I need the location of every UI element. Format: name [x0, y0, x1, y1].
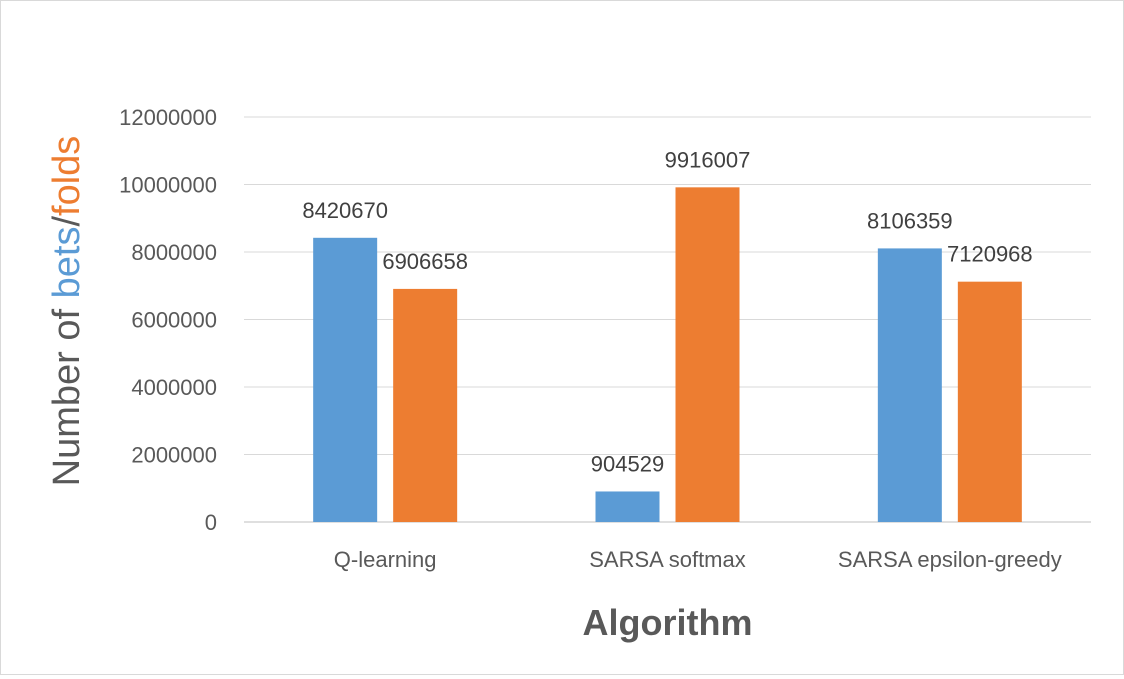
bar: [877, 248, 942, 522]
x-tick-label: SARSA epsilon-greedy: [838, 547, 1062, 572]
bar: [393, 288, 458, 522]
data-label: 7120968: [947, 242, 1033, 267]
data-label: 6906658: [382, 249, 468, 274]
bar: [313, 237, 378, 523]
y-axis-label: Number of bets/folds: [46, 136, 88, 487]
bar: [957, 281, 1022, 522]
y-axis-label-part: folds: [46, 136, 88, 216]
bars: [313, 187, 1022, 523]
data-label: 904529: [591, 451, 664, 476]
data-labels: 8420670 6906658 904529 9916007 8106359 712096…: [302, 147, 1032, 476]
y-tick-label: 2000000: [131, 443, 217, 468]
y-tick-label: 12000000: [119, 105, 217, 130]
bar: [595, 491, 660, 522]
data-label: 9916007: [665, 147, 751, 172]
x-axis-label: Algorithm: [583, 602, 753, 643]
x-axis-tick-labels: Q-learning SARSA softmax SARSA epsilon-gre…: [334, 547, 1062, 572]
y-tick-label: 0: [205, 510, 217, 535]
y-axis-label-part: /: [46, 216, 88, 227]
y-axis-tick-labels: 0 2000000 4000000 6000000 8000000 10000000 120…: [119, 105, 217, 535]
x-tick-label: Q-learning: [334, 547, 437, 572]
x-tick-label: SARSA softmax: [589, 547, 746, 572]
y-axis-label-part: Number of: [46, 298, 88, 486]
data-label: 8106359: [867, 208, 953, 233]
y-tick-label: 10000000: [119, 173, 217, 198]
y-tick-label: 8000000: [131, 240, 217, 265]
y-tick-label: 4000000: [131, 375, 217, 400]
y-tick-label: 6000000: [131, 308, 217, 333]
data-label: 8420670: [302, 198, 388, 223]
y-axis-label-part: bets: [46, 227, 88, 299]
bar: [675, 187, 740, 522]
gridlines: [244, 116, 1091, 523]
